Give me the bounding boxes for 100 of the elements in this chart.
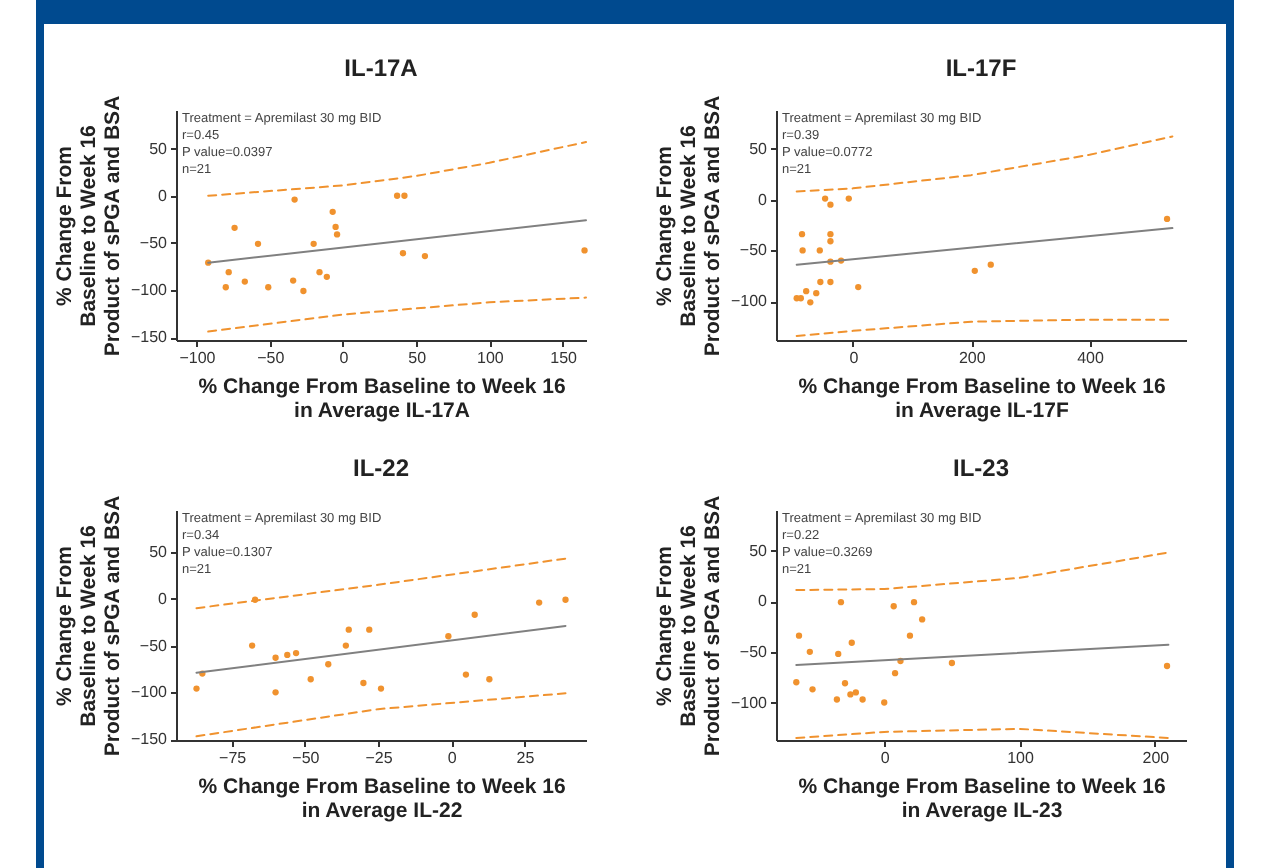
y-tick-label: −100 bbox=[130, 683, 169, 702]
point bbox=[809, 686, 816, 693]
point bbox=[948, 659, 956, 667]
x-tick-label: 400 bbox=[1077, 349, 1105, 367]
point bbox=[816, 247, 823, 254]
point bbox=[806, 648, 813, 656]
x-tick-label: 200 bbox=[958, 349, 987, 367]
chart-title: IL-23 bbox=[952, 454, 1010, 483]
point bbox=[272, 654, 279, 661]
point bbox=[581, 247, 588, 254]
y-tick-label: 50 bbox=[749, 139, 769, 158]
x-tick-label: 200 bbox=[1142, 749, 1171, 767]
point bbox=[401, 192, 408, 199]
x-tick-label: 25 bbox=[516, 749, 536, 767]
x-tick-label: −100 bbox=[179, 349, 217, 367]
x-tick-label: −50 bbox=[257, 349, 286, 367]
y-tick-label: −150 bbox=[130, 730, 169, 749]
point bbox=[821, 195, 829, 202]
y-tick-label: 50 bbox=[149, 543, 169, 562]
point bbox=[799, 247, 806, 254]
point bbox=[827, 201, 834, 208]
point bbox=[307, 676, 314, 683]
point bbox=[807, 299, 814, 306]
point bbox=[833, 696, 841, 703]
point bbox=[562, 596, 569, 603]
point bbox=[817, 278, 824, 286]
x-tick-label: 50 bbox=[408, 349, 428, 367]
y-tick-label: −100 bbox=[730, 292, 769, 311]
point bbox=[859, 696, 866, 703]
x-tick-label: 0 bbox=[339, 349, 350, 367]
point bbox=[793, 679, 800, 686]
point bbox=[803, 287, 810, 295]
y-tick-label: 0 bbox=[758, 190, 769, 209]
x-tick-label: 0 bbox=[849, 349, 860, 367]
point bbox=[798, 231, 806, 238]
point bbox=[906, 632, 914, 639]
chart-title: IL-17A bbox=[344, 54, 419, 83]
line-series bbox=[207, 296, 587, 333]
y-tick-label: 0 bbox=[758, 592, 769, 611]
y-axis-title: % Change From Baseline to Week 16 Product of sPGA and BSA bbox=[52, 494, 125, 757]
y-tick-label: 0 bbox=[158, 186, 169, 205]
y-axis-title: % Change From Baseline to Week 16 Product of sPGA and BSA bbox=[652, 94, 725, 357]
y-tick-label: −50 bbox=[739, 642, 769, 661]
point bbox=[813, 290, 820, 297]
point bbox=[535, 599, 543, 606]
point bbox=[486, 676, 493, 683]
point bbox=[445, 633, 452, 640]
point bbox=[827, 238, 834, 245]
y-tick-label: −50 bbox=[139, 233, 169, 252]
y-tick-label: 50 bbox=[749, 541, 769, 560]
point bbox=[918, 616, 926, 623]
point bbox=[292, 649, 300, 657]
point bbox=[835, 650, 842, 658]
x-axis-title: % Change From Baseline to Week 16 in Average IL-22 bbox=[198, 775, 566, 823]
y-tick-label: −100 bbox=[130, 281, 169, 300]
chart-title: IL-17F bbox=[945, 54, 1017, 83]
point bbox=[890, 603, 897, 610]
x-axis-title: % Change From Baseline to Week 16 in Average IL-17A bbox=[198, 375, 566, 423]
point bbox=[471, 611, 478, 618]
y-tick-label: −50 bbox=[739, 241, 769, 260]
point bbox=[1163, 662, 1171, 670]
y-axis-title: % Change From Baseline to Week 16 Product of sPGA and BSA bbox=[52, 94, 125, 357]
x-axis-title: % Change From Baseline to Week 16 in Average IL-17F bbox=[798, 375, 1166, 423]
x-tick-label: 100 bbox=[477, 349, 505, 367]
point bbox=[231, 224, 238, 231]
point bbox=[462, 671, 470, 678]
x-axis-title: % Change From Baseline to Week 16 in Average IL-23 bbox=[798, 775, 1166, 823]
point bbox=[881, 699, 888, 706]
point bbox=[852, 689, 859, 696]
point bbox=[316, 268, 323, 276]
chart-title: IL-22 bbox=[352, 454, 410, 483]
x-tick-label: −75 bbox=[219, 749, 248, 767]
point bbox=[193, 685, 200, 692]
point bbox=[291, 196, 298, 203]
point bbox=[265, 284, 272, 291]
point bbox=[837, 599, 845, 606]
x-tick-label: −25 bbox=[365, 749, 394, 767]
point bbox=[289, 277, 297, 284]
point bbox=[855, 283, 862, 291]
point bbox=[284, 651, 291, 659]
point bbox=[342, 642, 350, 649]
point bbox=[300, 287, 307, 295]
point bbox=[841, 680, 849, 687]
point bbox=[272, 689, 279, 696]
point bbox=[971, 267, 978, 274]
point bbox=[377, 685, 385, 692]
point bbox=[845, 195, 852, 202]
x-tick-label: 150 bbox=[550, 349, 579, 367]
x-tick-label: 0 bbox=[447, 749, 458, 767]
point bbox=[987, 261, 994, 268]
point bbox=[827, 278, 834, 286]
point bbox=[332, 223, 339, 231]
y-axis-title: % Change From Baseline to Week 16 Product of sPGA and BSA bbox=[652, 494, 725, 757]
point bbox=[393, 192, 401, 199]
point bbox=[241, 278, 248, 285]
point bbox=[848, 639, 855, 646]
point bbox=[323, 273, 330, 280]
point bbox=[225, 268, 232, 276]
point bbox=[360, 679, 367, 687]
y-tick-label: −150 bbox=[130, 328, 169, 347]
